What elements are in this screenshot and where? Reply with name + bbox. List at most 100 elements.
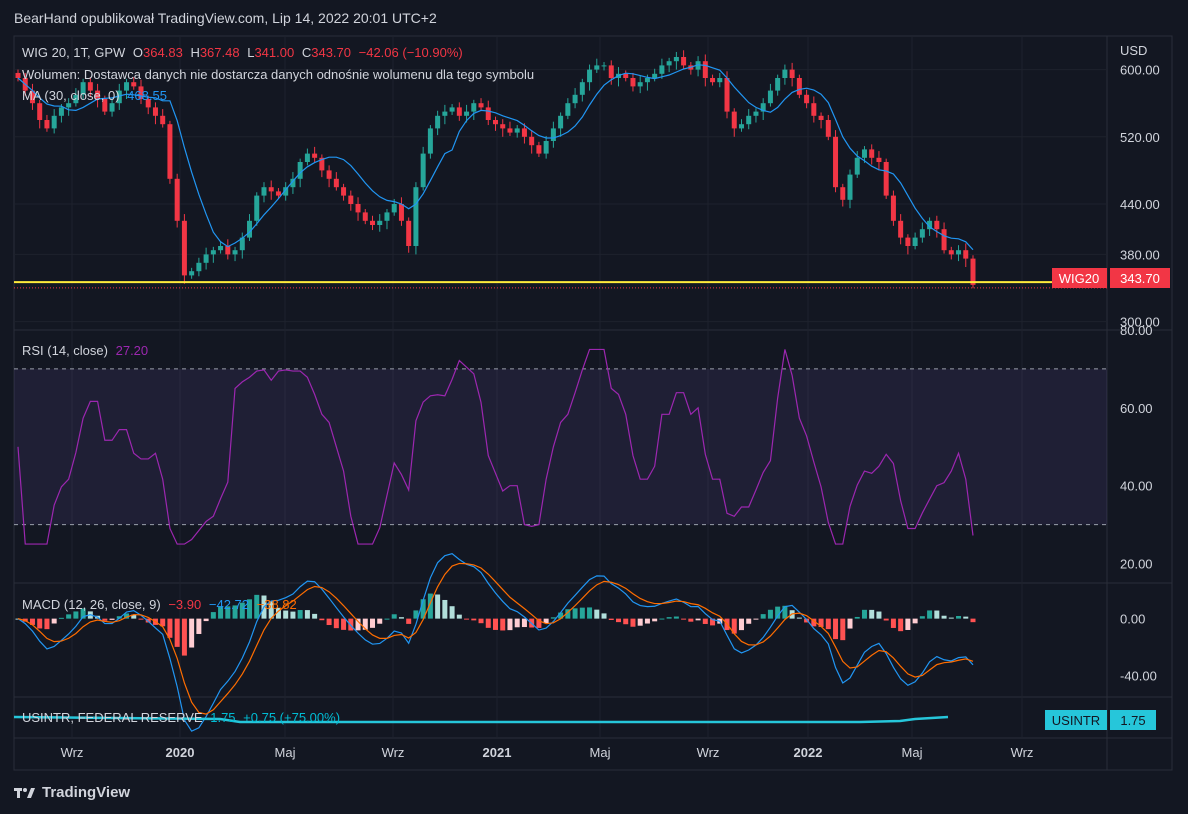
macd-histogram-bar (189, 618, 195, 648)
candle-body (225, 246, 231, 255)
candle-body (471, 103, 477, 112)
candle-body (58, 107, 64, 116)
candle-body (355, 204, 361, 213)
candle-body (681, 57, 687, 66)
macd-legend[interactable]: MACD (12, 26, close, 9) −3.90 −42.72 −38… (22, 597, 301, 612)
rsi-legend[interactable]: RSI (14, close) 27.20 (22, 343, 152, 358)
macd-histogram-bar (341, 618, 347, 630)
macd-histogram-bar (29, 618, 35, 625)
usintr-legend-value: 1.75 (210, 710, 236, 725)
candle-body (521, 128, 527, 137)
candle-body (963, 250, 969, 259)
candle-body (869, 149, 875, 158)
macd-histogram-bar (652, 618, 658, 622)
macd-histogram-bar (623, 618, 629, 625)
price-axis-tick-label: 600.00 (1120, 63, 1160, 78)
low-value: 341.00 (254, 45, 295, 60)
candle-body (630, 78, 636, 87)
macd-histogram-bar (254, 594, 260, 619)
macd-signal-value: −38.82 (256, 597, 297, 612)
usintr-legend[interactable]: USINTR, FEDERAL RESERVE 1.75 +0.75 (+75.… (22, 710, 344, 725)
candle-body (124, 82, 130, 91)
macd-histogram-bar (782, 605, 788, 619)
macd-histogram-bar (550, 617, 556, 619)
macd-histogram-bar (333, 618, 339, 629)
ma-legend[interactable]: MA (30, close, 0) 468.55 (22, 88, 171, 103)
macd-histogram-bar (464, 618, 470, 620)
macd-histogram-bar (608, 618, 614, 620)
macd-histogram-bar (948, 617, 954, 619)
macd-histogram-bar (804, 618, 810, 623)
macd-histogram-bar (861, 609, 867, 619)
candle-body (796, 78, 802, 95)
footer-brand-label: TradingView (42, 784, 131, 801)
macd-histogram-bar (883, 618, 889, 621)
price-axis-tick-label: 440.00 (1120, 197, 1160, 212)
macd-histogram-bar (659, 618, 665, 620)
macd-histogram-bar (420, 599, 426, 619)
macd-histogram-bar (58, 617, 64, 619)
macd-histogram-bar (174, 618, 180, 647)
macd-histogram-bar (435, 594, 441, 619)
time-axis-tick-label: 2021 (483, 745, 512, 760)
candle-body (370, 220, 376, 225)
candle-body (116, 90, 122, 104)
macd-histogram-bar (818, 618, 824, 627)
chart-frame (13, 35, 1173, 771)
rsi-value: 27.20 (115, 343, 149, 358)
candle-body (435, 115, 441, 129)
candle-body (666, 61, 672, 66)
macd-histogram-bar (681, 618, 687, 620)
symbol-label[interactable]: WIG 20, 1T, GPW (22, 45, 126, 60)
macd-histogram-bar (565, 609, 571, 619)
macd-histogram-bar (890, 618, 896, 628)
macd-histogram-bar (124, 613, 130, 619)
macd-histogram-bar (225, 606, 231, 619)
candle-body (160, 115, 166, 125)
time-axis-tick-label: Maj (590, 745, 611, 760)
macd-histogram-bar (927, 610, 933, 619)
candle-body (268, 187, 274, 192)
macd-histogram-bar (847, 618, 853, 629)
chart-header-title: BearHand opublikował TradingView.com, Li… (14, 10, 437, 26)
macd-histogram-bar (51, 618, 57, 624)
candle-body (66, 103, 72, 108)
candle-body (348, 195, 354, 204)
candle-body (283, 187, 289, 196)
footer-brand[interactable]: TradingView (14, 784, 130, 801)
candle-body (420, 153, 426, 188)
close-value: 343.70 (311, 45, 351, 60)
candle-body (406, 220, 412, 246)
rsi-band (14, 368, 1107, 525)
macd-value: −42.72 (208, 597, 249, 612)
macd-histogram-bar (116, 616, 122, 619)
candle-body (87, 82, 93, 91)
macd-histogram-bar (471, 618, 477, 621)
macd-histogram-bar (326, 618, 332, 626)
candle-body (152, 107, 158, 116)
macd-histogram-bar (753, 618, 759, 620)
candle-body (587, 69, 593, 83)
candle-body (304, 153, 310, 162)
candle-body (760, 103, 766, 112)
candle-body (181, 220, 187, 276)
tradingview-logo-icon (14, 787, 35, 798)
macd-histogram-bar (268, 601, 274, 619)
macd-hist-value: −3.90 (168, 597, 202, 612)
wig20-tag-label: WIG20 (1059, 271, 1099, 286)
candle-body (326, 170, 332, 179)
macd-histogram-bar (478, 618, 484, 624)
candle-body (536, 145, 542, 154)
candle-body (579, 82, 585, 95)
candle-body (485, 107, 491, 120)
candle-body (413, 187, 419, 246)
candle-body (659, 65, 665, 74)
macd-histogram-bar (275, 607, 281, 619)
candle-body (189, 271, 195, 276)
macd-histogram-bar (587, 607, 593, 619)
macd-histogram-bar (456, 614, 462, 619)
candle-body (391, 204, 397, 213)
macd-histogram-bar (637, 618, 643, 626)
currency-label: USD (1120, 43, 1147, 58)
